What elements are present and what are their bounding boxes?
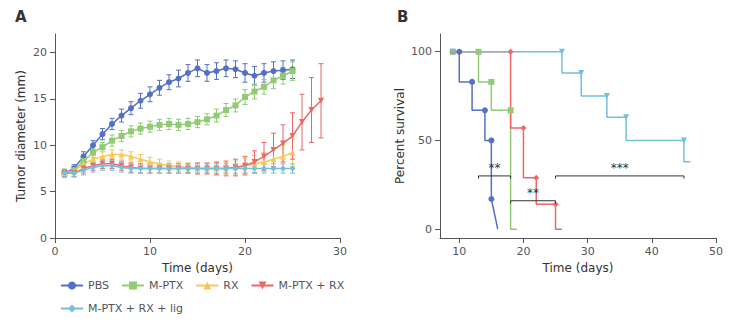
svg-text:0: 0	[425, 223, 432, 236]
svg-text:40: 40	[645, 245, 659, 258]
svg-text:M-PTX + RX + lig: M-PTX + RX + lig	[88, 302, 183, 315]
svg-text:M-PTX + RX: M-PTX + RX	[278, 279, 344, 292]
svg-text:30: 30	[333, 245, 347, 258]
svg-text:10: 10	[33, 139, 47, 152]
svg-text:20: 20	[33, 46, 47, 59]
svg-text:10: 10	[452, 245, 466, 258]
svg-text:0: 0	[52, 245, 59, 258]
svg-text:Tumor diameter (mm): Tumor diameter (mm)	[14, 70, 28, 203]
svg-text:0: 0	[40, 232, 47, 245]
svg-text:5: 5	[40, 185, 47, 198]
svg-text:15: 15	[33, 92, 47, 105]
svg-text:RX: RX	[223, 279, 239, 292]
svg-text:20: 20	[238, 245, 252, 258]
svg-text:50: 50	[418, 134, 432, 147]
svg-text:20: 20	[516, 245, 530, 258]
svg-text:A: A	[15, 8, 27, 26]
svg-text:B: B	[397, 8, 408, 26]
svg-text:10: 10	[143, 245, 157, 258]
svg-text:Percent survival: Percent survival	[393, 88, 407, 184]
svg-text:Time (days): Time (days)	[542, 261, 614, 275]
svg-text:**: **	[527, 186, 539, 200]
svg-text:30: 30	[581, 245, 595, 258]
svg-text:M-PTX: M-PTX	[149, 279, 184, 292]
svg-text:50: 50	[709, 245, 723, 258]
svg-text:**: **	[489, 161, 501, 175]
svg-text:PBS: PBS	[88, 279, 109, 292]
svg-text:Time (days): Time (days)	[161, 261, 233, 275]
svg-text:100: 100	[411, 45, 432, 58]
svg-text:***: ***	[611, 161, 629, 175]
